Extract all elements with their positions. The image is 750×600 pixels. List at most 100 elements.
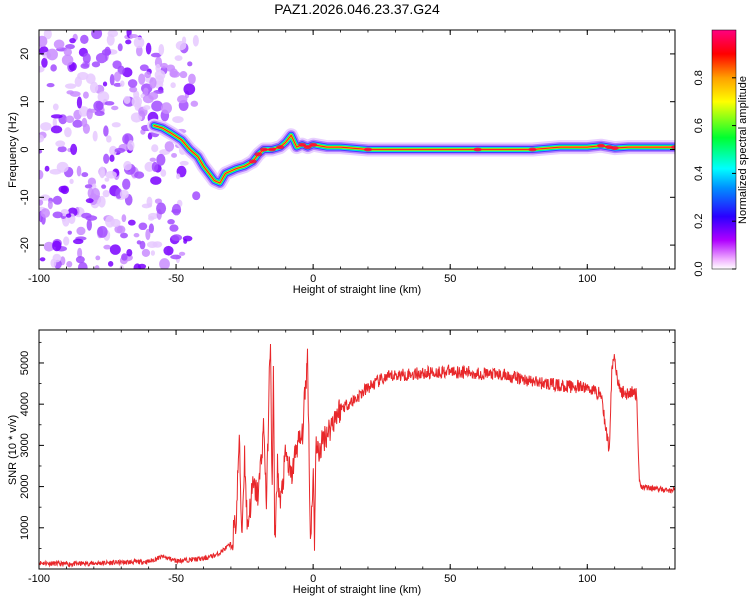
heatmap-cell <box>136 240 142 245</box>
heatmap-cell <box>187 61 193 67</box>
heatmap-cell <box>107 260 114 267</box>
heatmap-cell <box>190 100 199 107</box>
heatmap-cell <box>66 260 73 268</box>
heatmap-cell <box>156 153 166 166</box>
heatmap-cell <box>151 144 159 153</box>
heatmap-cell <box>131 96 143 108</box>
heatmap-cell <box>75 256 85 264</box>
heatmap-cell <box>109 145 118 156</box>
heatmap-cell <box>63 236 70 246</box>
heatmap-cell <box>113 71 121 82</box>
heatmap-cell <box>192 35 199 47</box>
heatmap-cell <box>170 82 176 89</box>
heatmap-cell <box>57 146 67 153</box>
heatmap-cell <box>133 36 145 49</box>
snr-x-axis: -100 -50 0 50 100 <box>28 330 670 585</box>
heatmap-cell <box>124 134 129 145</box>
heatmap-cell <box>151 161 159 172</box>
heatmap-cell <box>175 40 187 51</box>
heatmap-cell <box>89 81 99 94</box>
heatmap-cell <box>69 178 74 185</box>
heatmap-cell <box>52 195 63 205</box>
heatmap-cell <box>39 65 45 73</box>
heatmap-cell <box>97 195 106 208</box>
heatmap-peak <box>671 145 675 150</box>
colorbar-tick-label: 0.0 <box>693 261 705 276</box>
heatmap-cell <box>137 263 147 269</box>
heatmap-cell <box>109 74 115 86</box>
heatmap-cell <box>97 226 108 238</box>
heatmap-cell <box>46 48 58 61</box>
heatmap-cell <box>43 30 52 40</box>
heatmap-cell <box>44 165 50 172</box>
heatmap-cell <box>158 44 165 56</box>
heatmap-cell <box>65 43 75 50</box>
heatmap-cell <box>145 42 152 55</box>
x-tick-label: 0 <box>310 573 316 585</box>
heatmap-cells <box>39 30 675 269</box>
heatmap-cell <box>111 105 119 111</box>
heatmap-cell <box>77 247 83 259</box>
heatmap-cell <box>171 203 182 216</box>
x-tick-label: 50 <box>444 273 456 285</box>
heatmap-cell <box>138 73 146 85</box>
heatmap-cell <box>99 166 106 179</box>
y-tick-label: -20 <box>19 237 31 253</box>
heatmap-cell <box>169 224 179 232</box>
heatmap-cell <box>52 211 63 219</box>
heatmap-cell <box>81 172 89 178</box>
heatmap-cell <box>188 73 196 85</box>
heatmap-peak <box>254 152 263 157</box>
heatmap-cell <box>145 228 151 241</box>
heatmap-y-axis: -20 -10 0 10 20 <box>19 48 675 253</box>
heatmap-cell <box>182 235 193 242</box>
heatmap-peak <box>276 145 285 150</box>
colorbar-ticks: 0.0 0.2 0.4 0.6 0.8 <box>693 70 736 277</box>
heatmap-ridge <box>153 124 675 184</box>
heatmap-cell <box>109 244 121 255</box>
heatmap-cell <box>120 232 128 239</box>
heatmap-cell <box>69 91 81 97</box>
heatmap-cell <box>141 203 151 209</box>
heatmap-cell <box>172 116 184 124</box>
heatmap-cell <box>135 45 143 57</box>
x-tick-label: 0 <box>310 273 316 285</box>
x-tick-label: -100 <box>28 573 50 585</box>
heatmap-peak <box>473 147 482 152</box>
heatmap-cell <box>46 82 55 88</box>
heatmap-cell <box>126 248 133 257</box>
y-tick-label: 10 <box>19 96 31 108</box>
heatmap-cell <box>179 71 188 79</box>
heatmap-cell <box>176 95 188 104</box>
heatmap-cell <box>171 234 183 241</box>
heatmap-cell <box>65 115 75 124</box>
heatmap-cell <box>94 110 105 117</box>
heatmap-cell <box>163 245 174 256</box>
heatmap-cell <box>41 57 48 68</box>
y-tick-label: -10 <box>19 189 31 205</box>
heatmap-cell <box>53 39 65 50</box>
colorbar-tick-label: 0.4 <box>693 166 705 181</box>
snr-y-label: SNR (10 * v/v) <box>7 415 19 485</box>
heatmap-cell <box>175 173 181 180</box>
heatmap-cell <box>114 147 126 153</box>
x-tick-label: -50 <box>168 273 184 285</box>
heatmap-cell <box>192 191 201 201</box>
heatmap-cell <box>67 230 72 235</box>
heatmap-cell <box>97 91 110 103</box>
heatmap-cell <box>109 154 115 162</box>
heatmap-cell <box>127 219 136 226</box>
heatmap-cell <box>134 171 145 179</box>
heatmap-cell <box>123 160 132 171</box>
heatmap-cell <box>39 169 44 180</box>
heatmap-cell <box>86 218 92 231</box>
heatmap-cell <box>149 77 157 89</box>
colorbar-tick-label: 0.2 <box>693 214 705 229</box>
heatmap-cell <box>102 81 108 87</box>
heatmap-cell <box>50 258 57 268</box>
heatmap-cell <box>129 86 138 93</box>
heatmap-peak <box>610 146 619 151</box>
y-tick-label: 3000 <box>19 433 31 457</box>
snr-panel: -100 -50 0 50 100 1000 2000 3000 4000 5000 Heigh… <box>7 329 676 596</box>
heatmap-x-axis: -100 -50 0 50 100 <box>28 30 670 285</box>
